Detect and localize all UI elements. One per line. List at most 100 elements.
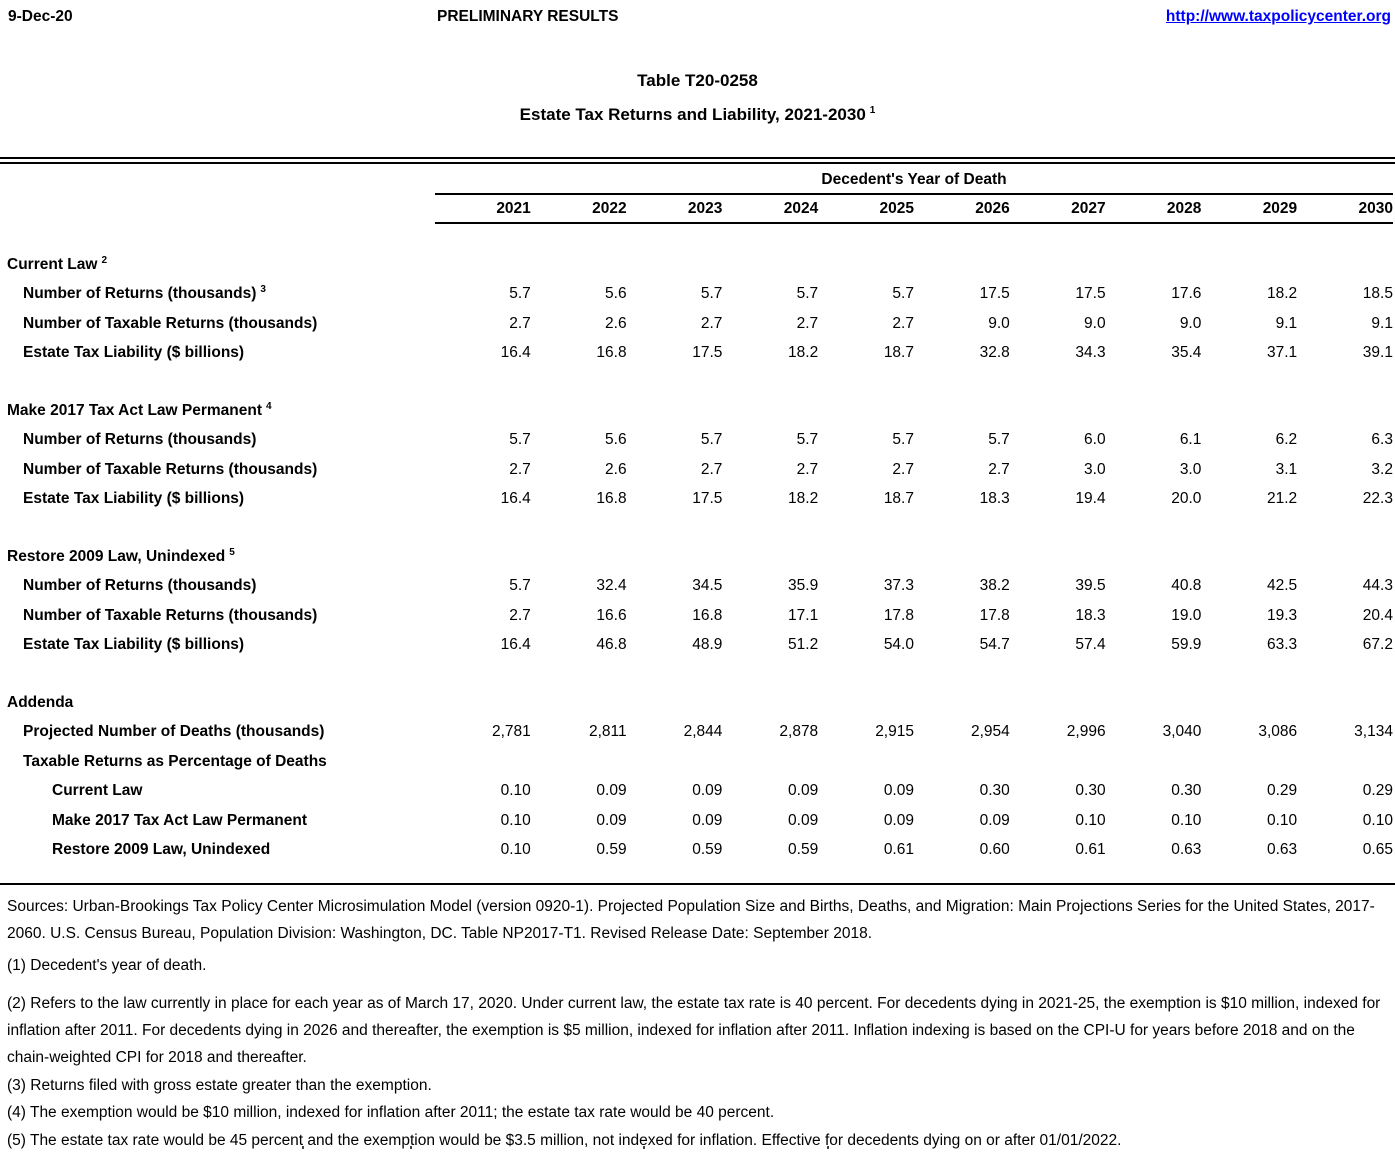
double-rule [0,157,1395,164]
table-section: Addenda Projected Number of Deaths (thous… [0,688,1395,865]
data-cell: 39.1 [1362,344,1393,362]
data-cell: 5.7 [509,431,531,449]
data-cell: 22.3 [1362,490,1393,508]
row-label: Taxable Returns as Percentage of Deaths [23,752,327,770]
data-cell: 5.7 [892,285,914,303]
data-cell: 0.09 [692,811,723,829]
table-number-text: Table T20-0258 [637,71,758,90]
data-cell: 16.8 [596,344,627,362]
section-title-row: Make 2017 Tax Act Law Permanent 4 [0,396,1395,426]
data-cell: 0.65 [1362,841,1393,859]
data-cell: 17.8 [883,606,914,624]
data-cell: 16.8 [596,490,627,508]
data-cell: 48.9 [692,636,723,654]
data-cell: 9.1 [1275,314,1298,332]
data-cell: 5.6 [605,285,627,303]
data-cell: 18.3 [1075,606,1106,624]
data-cell: 2.7 [509,460,531,478]
data-cell: 2.7 [700,314,723,332]
table-row: Number of Taxable Returns (thousands) 2.7… [0,601,1395,631]
data-cell: 17.6 [1171,285,1202,303]
data-cell: 0.30 [1075,782,1106,800]
footnote-marker: 4 [266,400,272,412]
data-cell: 0.29 [1267,782,1298,800]
data-cell: 6.2 [1275,431,1298,449]
data-cell: 2,954 [970,723,1010,741]
year-column-header: 2022 [592,200,627,217]
row-label: Number of Returns (thousands) [23,577,257,595]
section-title-row: Current Law 2 [0,250,1395,280]
data-cell: 0.63 [1267,841,1298,859]
data-cell: 37.3 [883,577,914,595]
data-cell: 59.9 [1171,636,1202,654]
data-cell: 42.5 [1267,577,1298,595]
data-cell: 63.3 [1267,636,1298,654]
preliminary-results-label: PRELIMINARY RESULTS [437,8,619,25]
table-row: Projected Number of Deaths (thousands) 2,… [0,718,1395,748]
data-cell: 0.09 [883,782,914,800]
data-cell: 17.5 [979,285,1010,303]
data-cell: 17.1 [788,606,819,624]
row-label: Projected Number of Deaths (thousands) [23,723,325,741]
data-cell: 37.1 [1267,344,1298,362]
row-label: Estate Tax Liability ($ billions) [23,636,245,654]
table-row: Number of Returns (thousands) 5.7 32.4 34.5… [0,572,1395,602]
data-cell: 16.4 [500,636,531,654]
row-label: Estate Tax Liability ($ billions) [23,490,245,508]
page-header: 9-Dec-20 PRELIMINARY RESULTS http://www.… [0,0,1395,34]
taxpolicycenter-link[interactable]: http://www.taxpolicycenter.org [1165,8,1391,25]
table-row: Number of Taxable Returns (thousands) 2.7… [0,455,1395,485]
data-cell: 57.4 [1075,636,1106,654]
data-cell: 16.6 [596,606,627,624]
data-cell: 2,781 [492,723,531,741]
clipped-next-line-mark [302,1146,304,1149]
data-cell: 16.4 [500,490,531,508]
report-date: 9-Dec-20 [8,8,73,25]
data-cell: 2,996 [1066,723,1106,741]
table-row: Make 2017 Tax Act Law Permanent 0.10 0.09 0… [0,806,1395,836]
column-span-header: Decedent's Year of Death [435,170,1393,195]
table-section: Restore 2009 Law, Unindexed 5 Number of Re… [0,542,1395,660]
table-row: Current Law 0.10 0.09 0.09 0.09 0.09 0.30 0.30 0… [0,777,1395,807]
data-cell: 5.7 [700,431,723,449]
data-cell: 3,134 [1354,723,1393,741]
year-column-header: 2030 [1358,200,1393,217]
data-cell: 0.59 [692,841,723,859]
data-cell: 9.1 [1371,314,1393,332]
data-cell: 0.09 [883,811,914,829]
table-row: Number of Taxable Returns (thousands) 2.7… [0,309,1395,339]
year-column-header: 2024 [783,200,819,217]
section-title-row: Restore 2009 Law, Unindexed 5 [0,542,1395,572]
data-cell: 5.7 [796,285,819,303]
data-cell: 0.29 [1362,782,1393,800]
row-label: Estate Tax Liability ($ billions) [23,344,245,362]
data-cell: 0.10 [1075,811,1106,829]
data-cell: 0.59 [788,841,819,859]
data-cell: 5.7 [796,431,819,449]
data-cell: 0.61 [883,841,914,859]
row-label: Current Law [52,782,143,800]
data-cell: 20.0 [1171,490,1202,508]
table-row: Estate Tax Liability ($ billions) 16.4 16.… [0,339,1395,369]
data-cell: 16.8 [692,606,723,624]
data-cell: 0.09 [979,811,1010,829]
year-column-header: 2026 [975,200,1010,217]
footnote-marker: 3 [260,284,266,296]
row-label: Number of Taxable Returns (thousands) [23,460,318,478]
data-cell: 3.2 [1371,460,1393,478]
data-cell: 2.7 [700,460,723,478]
data-cell: 20.4 [1362,606,1393,624]
data-cell: 9.0 [988,314,1010,332]
year-column-header: 2025 [879,200,914,217]
data-cell: 2,811 [588,723,627,741]
data-cell: 0.09 [596,811,627,829]
data-cell: 0.09 [596,782,627,800]
data-cell: 17.5 [692,344,723,362]
data-cell: 2,915 [875,723,914,741]
table-row: Estate Tax Liability ($ billions) 16.4 46.… [0,631,1395,661]
footnote-5: (5) The estate tax rate would be 45 perc… [7,1132,1122,1149]
data-cell: 32.8 [979,344,1010,362]
data-cell: 18.5 [1362,285,1393,303]
data-cell: 0.10 [500,782,531,800]
data-cell: 2,844 [683,723,723,741]
